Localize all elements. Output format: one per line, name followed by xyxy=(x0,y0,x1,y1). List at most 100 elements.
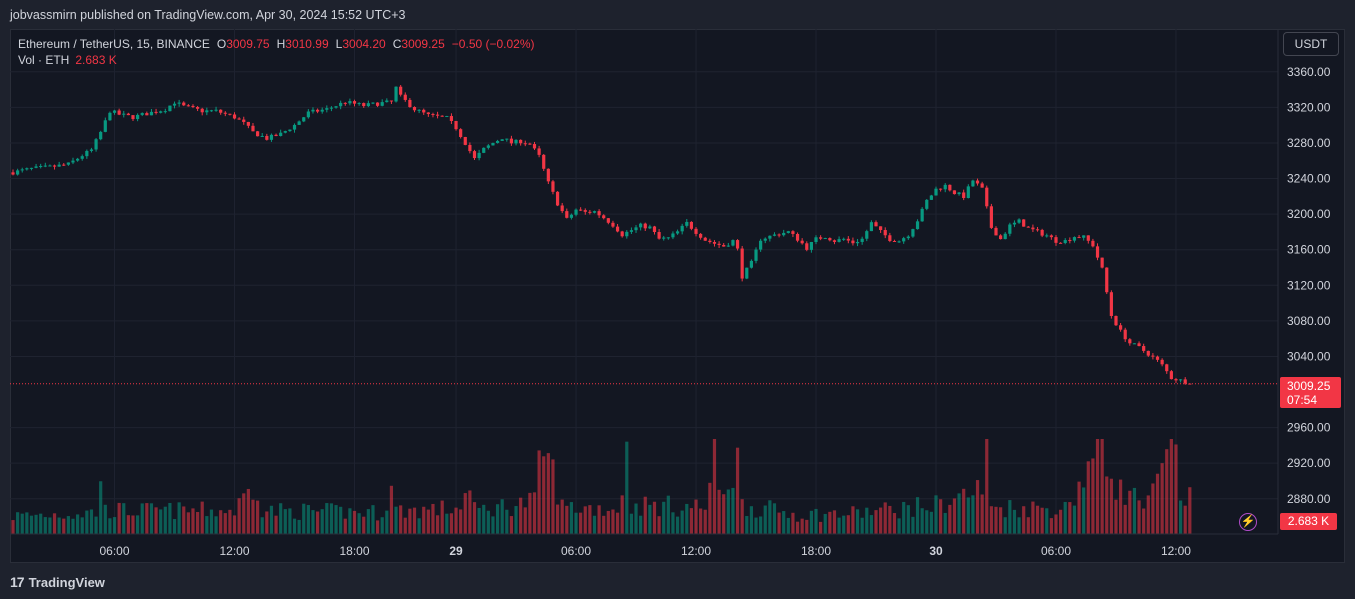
volume-bar xyxy=(1031,501,1035,534)
price-axis-label: 3320.00 xyxy=(1287,100,1331,114)
volume-bar xyxy=(283,509,287,534)
volume-bar xyxy=(1072,505,1077,534)
candle-body xyxy=(869,222,873,232)
candle-body xyxy=(214,109,218,111)
volume-bar xyxy=(560,499,564,534)
candle-body xyxy=(551,181,555,192)
candle-body xyxy=(934,188,938,196)
volume-bar xyxy=(343,518,347,534)
volume-bar xyxy=(735,447,740,534)
low-value: 3004.20 xyxy=(342,37,386,51)
candle-body xyxy=(1040,229,1044,236)
volume-bar xyxy=(265,511,269,534)
price-axis-label: 3200.00 xyxy=(1287,207,1331,221)
volume-bar xyxy=(837,517,841,534)
candle-body xyxy=(274,134,278,137)
volume-bar xyxy=(939,499,943,534)
volume-bar xyxy=(214,516,218,534)
price-axis-label: 3040.00 xyxy=(1287,349,1331,363)
volume-bar xyxy=(482,504,486,534)
candle-body xyxy=(1123,329,1127,340)
candle-body xyxy=(1063,240,1067,243)
volume-bar xyxy=(43,517,47,534)
candle-body xyxy=(1049,235,1053,238)
candle-body xyxy=(828,238,832,241)
volume-bar xyxy=(463,493,467,534)
volume-bar xyxy=(1174,444,1178,534)
candle-body xyxy=(911,229,915,237)
candle-body xyxy=(302,117,306,122)
volume-bar xyxy=(805,519,809,534)
candle-body xyxy=(648,226,652,229)
candle-body xyxy=(468,144,472,152)
volume-bar xyxy=(791,512,795,534)
candle-body xyxy=(43,165,47,167)
volume-bar xyxy=(1178,500,1183,534)
volume-bar xyxy=(306,505,310,534)
volume-bar xyxy=(509,516,514,534)
volume-bar xyxy=(1132,487,1137,534)
candle-body xyxy=(985,187,989,207)
candle-body xyxy=(375,102,380,106)
volume-bar xyxy=(551,459,555,534)
tradingview-brand[interactable]: TradingView xyxy=(28,574,105,590)
candle-body xyxy=(205,110,209,113)
volume-bar xyxy=(422,506,426,534)
volume-bar xyxy=(846,515,850,534)
volume-bar xyxy=(703,509,707,534)
candle-body xyxy=(948,184,952,191)
candle-body xyxy=(1146,350,1150,356)
candle-body xyxy=(671,233,675,238)
chart-legend: Ethereum / TetherUS, 15, BINANCE O 3009.7… xyxy=(18,36,535,68)
volume-bar xyxy=(394,506,398,534)
volume-bar xyxy=(412,507,417,534)
volume-bar xyxy=(89,509,94,534)
volume-bar xyxy=(666,495,670,534)
volume-bar xyxy=(1165,449,1169,534)
volume-label[interactable]: Vol · ETH xyxy=(18,53,70,67)
candle-body xyxy=(172,103,177,106)
volume-value: 2.683 K xyxy=(75,53,117,67)
volume-bar xyxy=(602,515,606,534)
volume-bar xyxy=(1100,439,1104,534)
symbol-title[interactable]: Ethereum / TetherUS, 15, BINANCE xyxy=(18,37,210,51)
volume-bar xyxy=(140,503,144,534)
volume-bar xyxy=(94,516,98,534)
candle-body xyxy=(1077,237,1081,239)
candle-body xyxy=(431,114,435,116)
publisher-text: jobvassmirn published on TradingView.com… xyxy=(10,8,406,22)
candle-body xyxy=(860,238,864,242)
volume-bar xyxy=(399,505,403,534)
candle-body xyxy=(592,211,597,213)
currency-button[interactable]: USDT xyxy=(1283,32,1339,56)
candle-body xyxy=(399,86,403,95)
candle-body xyxy=(237,118,241,120)
candle-body xyxy=(228,113,232,115)
volume-bar xyxy=(1012,509,1017,534)
volume-bar xyxy=(639,515,643,534)
volume-bar xyxy=(352,510,357,534)
candle-body xyxy=(542,154,546,169)
candle-body xyxy=(509,138,514,144)
candle-body xyxy=(223,112,227,114)
candle-body xyxy=(292,124,297,130)
volume-bar xyxy=(957,493,961,534)
volume-bar xyxy=(648,504,652,534)
volume-bar xyxy=(389,485,394,534)
candle-body xyxy=(315,109,320,112)
price-axis-label: 3360.00 xyxy=(1287,65,1331,79)
price-chart[interactable]: 3360.00 3320.00 3280.00 3240.00 3200.00 3160.… xyxy=(10,29,1345,563)
lightning-icon[interactable]: ⚡ xyxy=(1239,513,1257,531)
candle-body xyxy=(662,237,666,239)
volume-bar xyxy=(749,506,753,534)
candle-body xyxy=(219,109,223,113)
volume-bar xyxy=(1077,481,1081,534)
candle-body xyxy=(242,119,246,122)
volume-bar xyxy=(1026,517,1030,534)
candle-body xyxy=(929,195,933,200)
candle-body xyxy=(740,248,744,279)
candle-body xyxy=(1068,240,1072,242)
volume-bar xyxy=(985,439,989,534)
volume-bar xyxy=(223,513,227,534)
candle-body xyxy=(495,140,500,143)
